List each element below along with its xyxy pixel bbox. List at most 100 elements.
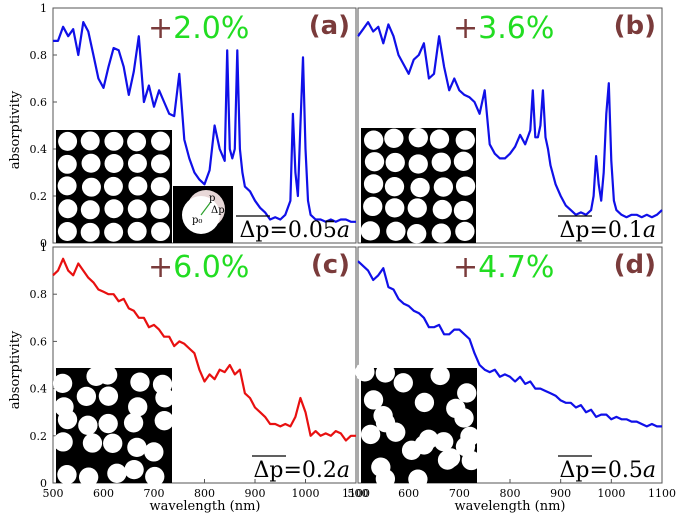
lattice-hole bbox=[123, 413, 144, 433]
x-tick-label: 800 bbox=[194, 487, 215, 500]
panel-letter: (d) bbox=[614, 250, 656, 280]
y-tick-label: 0.2 bbox=[30, 430, 48, 443]
x-tick-label: 600 bbox=[398, 487, 419, 500]
lattice-hole bbox=[103, 433, 123, 453]
percent-annotation: +2.0% bbox=[148, 11, 249, 46]
lattice-hole bbox=[104, 222, 124, 242]
lattice-hole bbox=[81, 177, 101, 197]
x-tick-label: 900 bbox=[550, 487, 571, 500]
percent-sign: + bbox=[148, 250, 173, 285]
x-tick-label: 1000 bbox=[597, 487, 625, 500]
lattice-hole bbox=[150, 154, 170, 174]
y-tick-label: 0.4 bbox=[30, 383, 48, 396]
lattice-hole bbox=[457, 383, 477, 403]
lattice-hole bbox=[429, 129, 450, 149]
lattice-hole bbox=[98, 386, 119, 406]
percent-sign: + bbox=[453, 250, 478, 285]
inset-label-dp: Δp bbox=[211, 205, 225, 216]
lattice-hole bbox=[453, 200, 474, 221]
delta-p-label: Δp=0.2a bbox=[253, 458, 350, 483]
lattice-hole bbox=[393, 373, 413, 393]
lattice-hole bbox=[455, 176, 476, 196]
displacement-arrow bbox=[200, 202, 211, 216]
lattice-hole bbox=[384, 177, 405, 197]
lattice-hole bbox=[82, 433, 103, 453]
lattice-hole bbox=[414, 392, 435, 413]
lattice-hole bbox=[57, 176, 77, 196]
percent-value: 4.7% bbox=[478, 250, 554, 285]
lattice-hole bbox=[363, 390, 384, 410]
lattice-hole bbox=[355, 362, 375, 382]
y-tick-label: 0.4 bbox=[30, 143, 48, 156]
lattice-inset bbox=[355, 362, 481, 489]
delta-p-unit: a bbox=[337, 218, 350, 243]
lattice-hole bbox=[127, 153, 147, 173]
lattice-hole bbox=[407, 198, 427, 218]
lattice-hole bbox=[431, 152, 451, 172]
inset-label-p: p bbox=[209, 193, 215, 204]
lattice-hole bbox=[81, 153, 101, 173]
lattice-hole bbox=[57, 154, 77, 174]
lattice-hole bbox=[410, 177, 430, 198]
lattice-hole bbox=[431, 223, 451, 243]
lattice-inset bbox=[52, 365, 175, 487]
lattice-hole bbox=[124, 459, 144, 480]
percent-sign: + bbox=[453, 11, 478, 46]
delta-p-unit: a bbox=[643, 218, 656, 243]
lattice-hole bbox=[360, 221, 380, 241]
y-tick-label: 0.2 bbox=[30, 190, 48, 203]
lattice-hole bbox=[432, 199, 452, 220]
lattice-hole bbox=[386, 221, 406, 241]
percent-value: 3.6% bbox=[478, 11, 554, 46]
series-line-c bbox=[52, 257, 356, 442]
lattice-hole bbox=[144, 442, 164, 462]
lattice-hole bbox=[104, 131, 124, 151]
x-tick-label: 1100 bbox=[648, 487, 676, 500]
lattice-hole bbox=[97, 365, 118, 385]
delta-p-unit: a bbox=[643, 458, 656, 483]
lattice-hole bbox=[145, 466, 165, 487]
lattice-hole bbox=[155, 388, 175, 408]
delta-p-unit: a bbox=[337, 458, 350, 483]
panel-letter: (b) bbox=[614, 11, 656, 41]
lattice-hole bbox=[80, 131, 100, 151]
lattice-hole bbox=[385, 152, 405, 173]
lattice-hole bbox=[128, 176, 148, 196]
y-axis-label-top: absorptivity bbox=[8, 90, 23, 169]
delta-p-label: Δp=0.05a bbox=[239, 218, 350, 243]
lattice-hole bbox=[408, 469, 428, 489]
x-tick-label: 1100 bbox=[342, 487, 370, 500]
lattice-hole bbox=[364, 152, 385, 172]
lattice-hole bbox=[437, 450, 458, 470]
lattice-hole bbox=[80, 200, 100, 220]
lattice-hole bbox=[363, 174, 384, 194]
percent-value: 6.0% bbox=[173, 250, 249, 285]
lattice-hole bbox=[408, 154, 428, 174]
lattice-hole bbox=[454, 408, 474, 428]
lattice-hole bbox=[455, 221, 475, 242]
lattice-hole bbox=[384, 128, 404, 148]
panel-c: 0 0.2 0.4 0.6 0.8 1 500 600 700 800 900 1000 1100 +6.… bbox=[30, 241, 371, 500]
y-tick-label: 1 bbox=[40, 241, 47, 254]
percent-value: 2.0% bbox=[173, 11, 249, 46]
y-tick-label: 0 bbox=[40, 237, 47, 250]
lattice-hole bbox=[151, 222, 171, 242]
delta-p-value: Δp=0.5 bbox=[559, 458, 642, 483]
x-tick-label: 1000 bbox=[292, 487, 320, 500]
y-tick-label: 0.8 bbox=[30, 288, 48, 301]
lattice-hole bbox=[360, 424, 381, 445]
percent-annotation: +6.0% bbox=[148, 250, 249, 285]
lattice-hole bbox=[461, 450, 481, 471]
panel-letter: (c) bbox=[311, 250, 350, 280]
panel-b: +3.6% (b) Δp=0.1a bbox=[357, 7, 663, 244]
x-tick-label: 500 bbox=[348, 487, 369, 500]
lattice-hole bbox=[455, 130, 475, 150]
delta-p-label: Δp=0.5a bbox=[559, 458, 656, 483]
y-tick-label: 0 bbox=[40, 477, 47, 490]
series-line-b bbox=[357, 21, 663, 219]
lattice-hole bbox=[363, 196, 383, 217]
lattice-hole bbox=[78, 415, 98, 436]
y-tick-label: 0.6 bbox=[30, 96, 48, 109]
lattice-hole bbox=[104, 199, 124, 219]
